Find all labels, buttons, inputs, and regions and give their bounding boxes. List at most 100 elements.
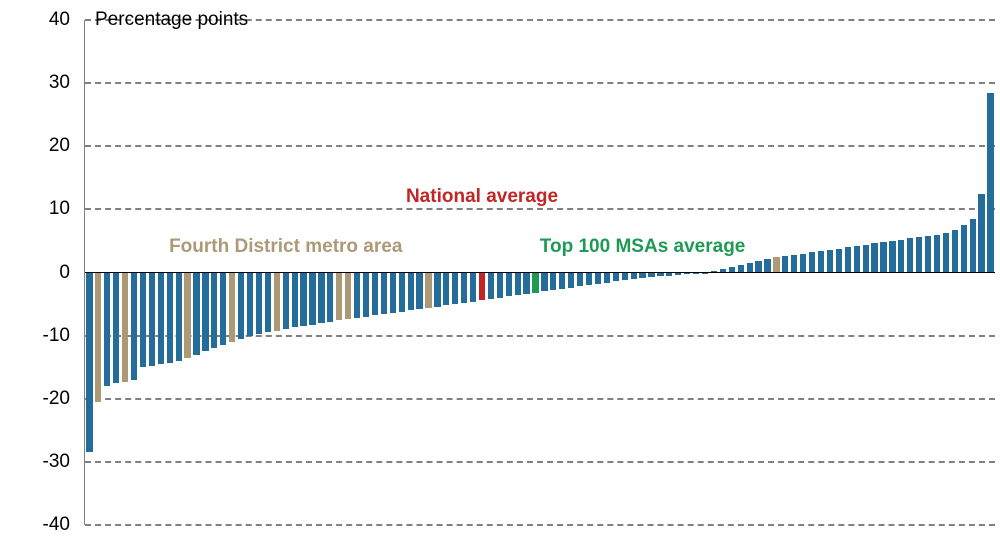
bar — [604, 273, 610, 283]
bar — [827, 250, 833, 273]
bar — [978, 194, 984, 273]
bar — [648, 273, 654, 277]
bar — [622, 273, 628, 281]
y-tick-label: -30 — [0, 451, 70, 473]
bar — [265, 273, 271, 333]
y-tick-label: 10 — [0, 198, 70, 220]
grid-line — [85, 208, 995, 210]
bar — [925, 236, 931, 273]
legend-label: Top 100 MSAs average — [540, 236, 746, 258]
bar — [943, 233, 949, 273]
bar — [211, 273, 217, 349]
bar — [95, 273, 101, 402]
bar — [184, 273, 190, 358]
bar — [461, 273, 467, 303]
bar — [639, 273, 645, 278]
bar — [613, 273, 619, 282]
bar — [755, 261, 761, 272]
bar — [845, 247, 851, 272]
legend-label: National average — [406, 186, 558, 208]
bar — [309, 273, 315, 325]
bar — [523, 273, 529, 294]
bar — [202, 273, 208, 352]
bar — [470, 273, 476, 302]
bar — [550, 273, 556, 291]
y-tick-label: 40 — [0, 9, 70, 31]
bar — [809, 252, 815, 272]
y-axis-line — [84, 20, 85, 525]
bar — [952, 230, 958, 273]
bar — [158, 273, 164, 365]
bar — [354, 273, 360, 318]
bar — [818, 251, 824, 272]
bar — [300, 273, 306, 327]
bar — [871, 243, 877, 272]
bar — [292, 273, 298, 328]
grid-line — [85, 524, 995, 526]
grid-line — [85, 145, 995, 147]
bar — [416, 273, 422, 310]
bar — [381, 273, 387, 315]
bar — [836, 249, 842, 273]
bar — [880, 242, 886, 272]
grid-line — [85, 398, 995, 400]
bar — [229, 273, 235, 342]
y-tick-label: 0 — [0, 262, 70, 284]
bar — [970, 219, 976, 273]
bar — [898, 240, 904, 273]
grid-line — [85, 461, 995, 463]
bar — [283, 273, 289, 330]
bar — [238, 273, 244, 339]
bar — [854, 246, 860, 273]
y-tick-label: 20 — [0, 135, 70, 157]
bar — [443, 273, 449, 306]
bar — [336, 273, 342, 321]
bar — [193, 273, 199, 355]
bar — [113, 273, 119, 383]
bar — [515, 273, 521, 296]
bar — [104, 273, 110, 387]
bar — [916, 237, 922, 272]
bar — [488, 273, 494, 300]
bar — [497, 273, 503, 298]
bar — [773, 257, 779, 272]
bar — [327, 273, 333, 322]
bar — [434, 273, 440, 307]
bar — [256, 273, 262, 335]
y-tick-label: -20 — [0, 388, 70, 410]
y-axis-title: Percentage points — [95, 9, 248, 31]
bar — [425, 273, 431, 308]
bar — [559, 273, 565, 289]
percentage-points-bar-chart: -40 -30 -20 -10 0 10 20 30 40 Percentage points Na… — [0, 0, 1000, 551]
bar — [568, 273, 574, 288]
bar — [532, 273, 538, 293]
bar — [595, 273, 601, 284]
bar — [987, 93, 993, 273]
bar — [934, 235, 940, 273]
bar — [800, 254, 806, 273]
bar — [408, 273, 414, 311]
bar — [452, 273, 458, 305]
bar — [390, 273, 396, 313]
bar — [479, 273, 485, 301]
bar — [631, 273, 637, 279]
bar — [131, 273, 137, 380]
y-tick-label: -10 — [0, 325, 70, 347]
bar — [782, 256, 788, 272]
bar — [363, 273, 369, 317]
bar — [586, 273, 592, 286]
bar — [86, 273, 92, 453]
bar — [345, 273, 351, 320]
bar — [140, 273, 146, 368]
zero-line — [85, 272, 995, 273]
y-tick-label: -40 — [0, 514, 70, 536]
bar — [577, 273, 583, 287]
bar — [247, 273, 253, 336]
legend-label: Fourth District metro area — [169, 236, 402, 258]
bar — [318, 273, 324, 324]
grid-line — [85, 82, 995, 84]
y-tick-label: 30 — [0, 72, 70, 94]
bar — [889, 241, 895, 273]
bar — [274, 273, 280, 331]
bar — [961, 225, 967, 272]
